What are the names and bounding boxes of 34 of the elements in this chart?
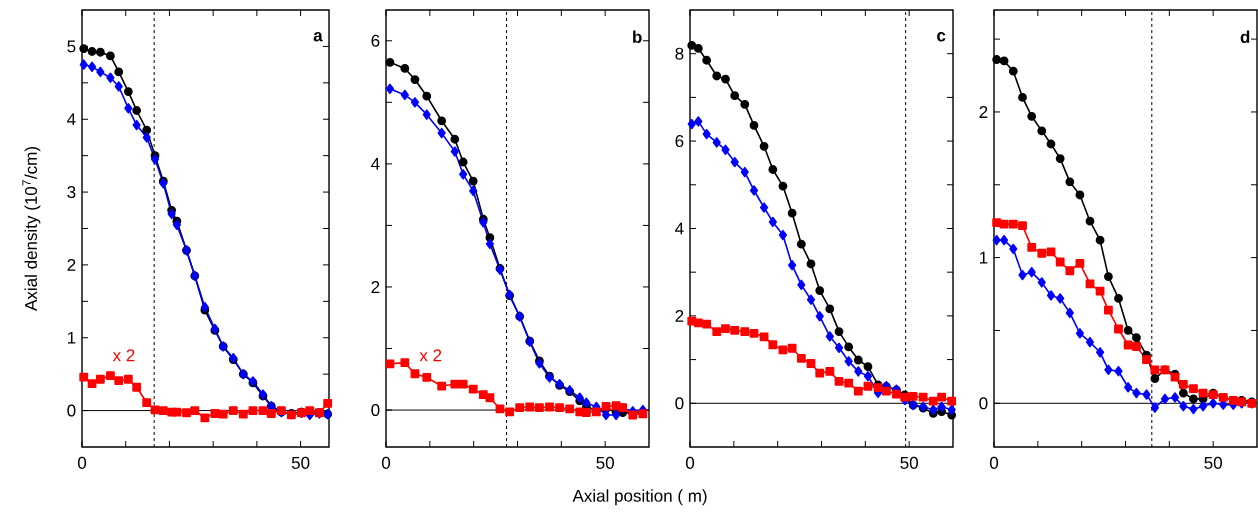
y-tick-label: 2: [67, 258, 76, 271]
y-tick-label: 2: [979, 106, 988, 118]
x-tick-label: 50: [291, 456, 310, 469]
y-tick-label: 0: [979, 397, 988, 410]
y-tick-label: 2: [371, 281, 380, 293]
y-tick-label: 1: [979, 251, 988, 264]
x-axis-title: Axial position ( m): [572, 489, 707, 506]
x-tick-label: 50: [596, 456, 614, 469]
text: d: [1240, 30, 1250, 44]
x-tick-label: 0: [381, 456, 391, 469]
text: b: [633, 30, 642, 44]
y-tick-label: 5: [67, 40, 76, 53]
y-axis-title: Axial density (10$^{7}$/cm): [22, 147, 41, 311]
annotation: x 2: [419, 349, 442, 362]
text: a: [313, 32, 323, 42]
y-tick-label: 0: [675, 397, 684, 410]
x-tick-label: 50: [1204, 456, 1222, 469]
y-tick-label: 3: [67, 186, 76, 199]
y-tick-label: 0: [67, 404, 76, 417]
x-tick-label: 0: [685, 456, 695, 469]
y-tick-label: 8: [675, 47, 684, 60]
x-tick-label: 50: [900, 456, 918, 469]
x-tick-label: 0: [989, 456, 999, 469]
y-tick-label: 0: [371, 404, 380, 417]
y-tick-label: 4: [675, 222, 684, 235]
y-tick-label: 2: [675, 309, 684, 322]
y-tick-label: 6: [371, 34, 380, 47]
text: c: [937, 32, 946, 42]
annotation: x 2: [112, 349, 135, 362]
y-tick-label: 4: [371, 158, 380, 170]
x-tick-label: 0: [77, 456, 87, 469]
y-tick-label: 1: [67, 331, 76, 344]
y-tick-label: 4: [67, 113, 76, 126]
y-tick-label: 6: [675, 135, 684, 148]
